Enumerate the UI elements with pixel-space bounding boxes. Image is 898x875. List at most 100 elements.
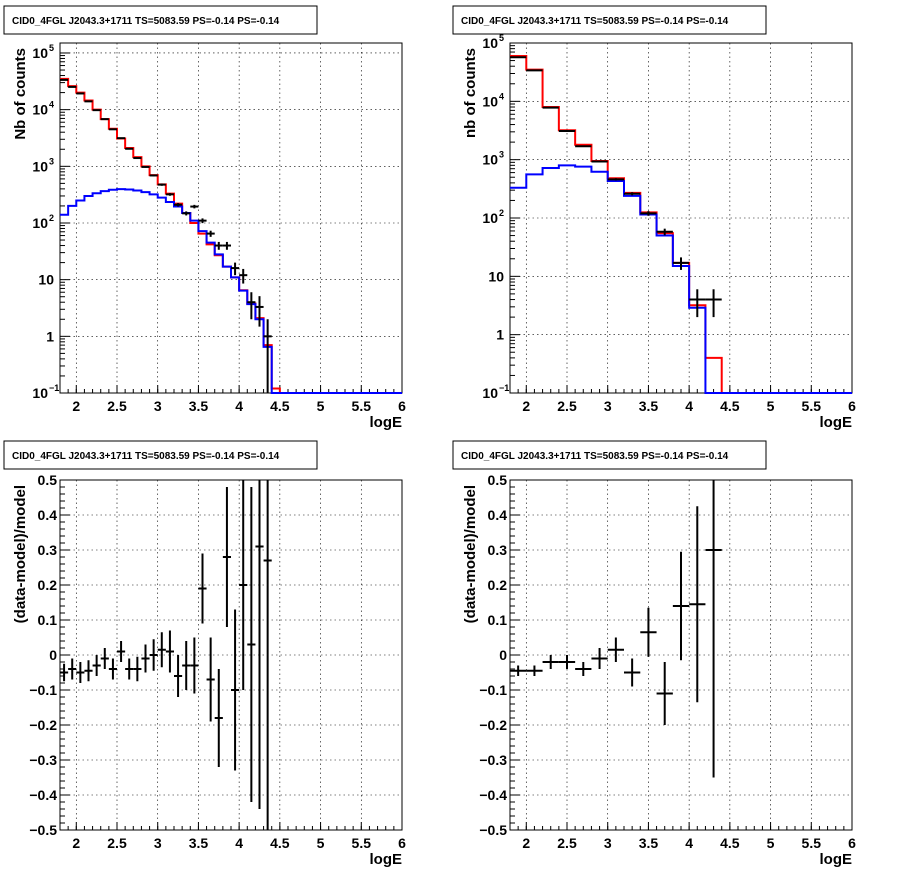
x-tick-label: 6 xyxy=(848,398,856,414)
x-tick-label: 5.5 xyxy=(802,398,822,414)
title-box xyxy=(452,5,767,35)
y-tick-label: 0.1 xyxy=(488,612,508,628)
x-tick-label: 3.5 xyxy=(189,835,209,851)
y-tick-label: −0.4 xyxy=(479,787,507,803)
y-tick-label: 0.5 xyxy=(38,472,58,488)
y-tick-label: −0.2 xyxy=(29,717,57,733)
x-tick-label: 6 xyxy=(848,835,856,851)
y-tick-label: 0.4 xyxy=(38,507,58,523)
y-tick-label: 10 xyxy=(32,102,48,118)
y-tick-exponent: −1 xyxy=(49,383,59,393)
x-tick-label: 2 xyxy=(72,398,80,414)
y-tick-label: −0.3 xyxy=(479,752,507,768)
x-tick-label: 4 xyxy=(235,398,243,414)
title-box xyxy=(452,440,767,470)
y-tick-label: 0.4 xyxy=(488,507,508,523)
x-tick-label: 3 xyxy=(604,835,612,851)
panel-bottom-left-residuals: CID0_4FGL J2043.3+1711 TS=5083.59 PS=-0.… xyxy=(3,440,406,868)
y-tick-label: 1 xyxy=(46,328,54,344)
x-tick-label: 5.5 xyxy=(352,835,372,851)
y-tick-exponent: 5 xyxy=(499,33,504,43)
y-tick-label: 10 xyxy=(482,385,498,401)
y-tick-label: 10 xyxy=(32,215,48,231)
y-tick-exponent: 2 xyxy=(49,213,54,223)
x-tick-label: 6 xyxy=(398,398,406,414)
y-tick-label: 0.3 xyxy=(488,542,508,558)
y-tick-label: 1 xyxy=(496,327,504,343)
y-tick-exponent: 4 xyxy=(49,100,54,110)
x-tick-label: 4 xyxy=(685,835,693,851)
y-tick-label: −0.5 xyxy=(29,822,57,838)
x-tick-label: 5.5 xyxy=(352,398,372,414)
y-tick-label: −0.4 xyxy=(29,787,57,803)
x-tick-label: 2.5 xyxy=(107,835,127,851)
y-tick-label: 0 xyxy=(499,647,507,663)
title-box xyxy=(3,440,318,470)
y-tick-exponent: 3 xyxy=(499,150,504,160)
y-tick-label: −0.2 xyxy=(479,717,507,733)
x-tick-label: 6 xyxy=(398,835,406,851)
y-tick-exponent: 2 xyxy=(499,208,504,218)
x-tick-label: 4.5 xyxy=(720,398,740,414)
y-tick-label: 0.5 xyxy=(488,472,508,488)
panel-top-right-counts: CID0_4FGL J2043.3+1711 TS=5083.59 PS=-0.… xyxy=(452,5,856,431)
y-tick-label: −0.1 xyxy=(479,682,507,698)
y-tick-label: 0.3 xyxy=(38,542,58,558)
chart-title: CID0_4FGL J2043.3+1711 TS=5083.59 PS=-0.… xyxy=(12,16,280,27)
x-tick-label: 3.5 xyxy=(639,835,659,851)
x-tick-label: 3 xyxy=(604,398,612,414)
y-tick-label: 0.1 xyxy=(38,612,58,628)
y-tick-label: −0.3 xyxy=(29,752,57,768)
x-tick-label: 4 xyxy=(235,835,243,851)
x-tick-label: 2.5 xyxy=(107,398,127,414)
y-tick-label: −0.1 xyxy=(29,682,57,698)
panel-bottom-right-residuals: CID0_4FGL J2043.3+1711 TS=5083.59 PS=-0.… xyxy=(452,440,856,868)
chart-title: CID0_4FGL J2043.3+1711 TS=5083.59 PS=-0.… xyxy=(461,16,729,27)
y-tick-label: 10 xyxy=(32,45,48,61)
y-tick-label: −0.5 xyxy=(479,822,507,838)
y-axis-label: nb of counts xyxy=(462,48,479,138)
x-tick-label: 2 xyxy=(72,835,80,851)
y-tick-exponent: 4 xyxy=(499,91,504,101)
y-tick-exponent: 5 xyxy=(49,43,54,53)
x-tick-label: 5 xyxy=(767,398,775,414)
x-tick-label: 4 xyxy=(685,398,693,414)
x-axis-label: logE xyxy=(820,851,853,868)
y-tick-label: 10 xyxy=(482,35,498,51)
x-tick-label: 3 xyxy=(154,835,162,851)
title-box xyxy=(3,5,318,35)
x-tick-label: 3.5 xyxy=(639,398,659,414)
x-tick-label: 5 xyxy=(317,398,325,414)
plot-frame xyxy=(59,42,403,394)
x-tick-label: 5 xyxy=(767,835,775,851)
x-tick-label: 3 xyxy=(154,398,162,414)
chart-title: CID0_4FGL J2043.3+1711 TS=5083.59 PS=-0.… xyxy=(461,451,729,462)
y-tick-label: 10 xyxy=(482,210,498,226)
panel-top-left-counts: CID0_4FGL J2043.3+1711 TS=5083.59 PS=-0.… xyxy=(3,5,406,431)
y-axis-label: (data-model)/model xyxy=(462,485,479,623)
y-tick-label: 0.2 xyxy=(488,577,508,593)
y-axis-label: Nb of counts xyxy=(12,48,29,140)
x-tick-label: 4.5 xyxy=(720,835,740,851)
x-tick-label: 2 xyxy=(522,835,530,851)
y-tick-label: 10 xyxy=(482,152,498,168)
y-axis-label: (data-model)/model xyxy=(12,485,29,623)
x-tick-label: 5.5 xyxy=(802,835,822,851)
y-tick-label: 10 xyxy=(32,385,48,401)
x-axis-label: logE xyxy=(820,414,853,431)
y-tick-label: 10 xyxy=(488,268,504,284)
x-tick-label: 3.5 xyxy=(189,398,209,414)
x-axis-label: logE xyxy=(370,414,403,431)
y-tick-label: 0.2 xyxy=(38,577,58,593)
y-tick-exponent: −1 xyxy=(499,383,509,393)
model-source-histogram xyxy=(60,188,402,394)
y-tick-exponent: 3 xyxy=(49,156,54,166)
x-axis-label: logE xyxy=(370,851,403,868)
y-tick-label: 0 xyxy=(49,647,57,663)
x-tick-label: 4.5 xyxy=(270,835,290,851)
x-tick-label: 2 xyxy=(522,398,530,414)
x-tick-label: 4.5 xyxy=(270,398,290,414)
y-tick-label: 10 xyxy=(32,158,48,174)
y-tick-label: 10 xyxy=(482,93,498,109)
